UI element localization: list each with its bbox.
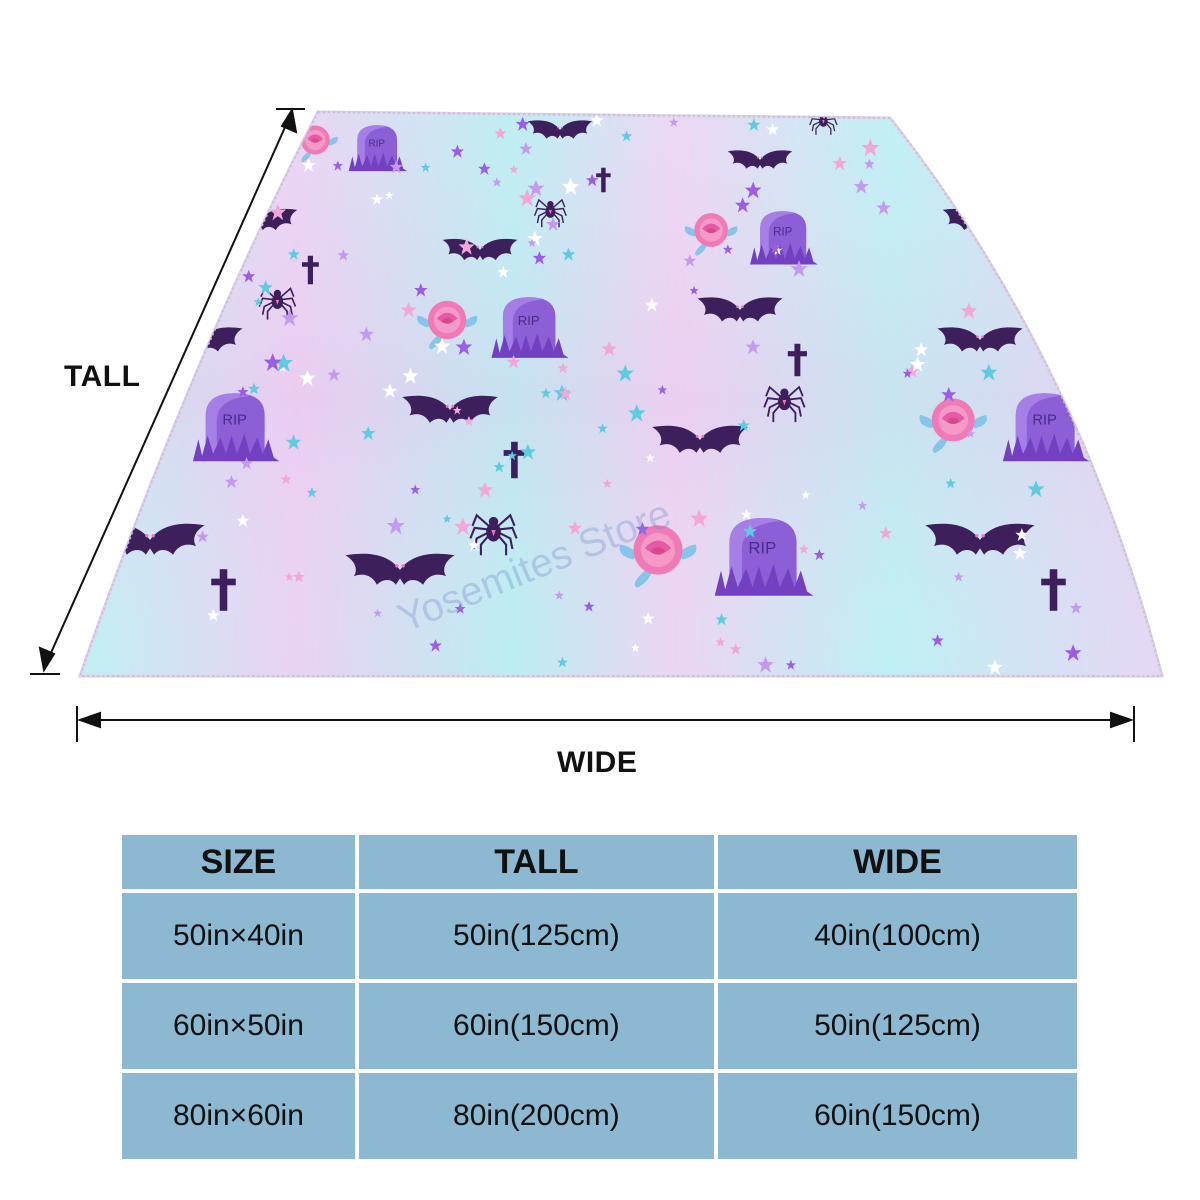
cell-wide: 40in(100cm) bbox=[717, 893, 1077, 979]
cell-size: 50in×40in bbox=[122, 893, 355, 979]
blanket bbox=[77, 110, 1164, 678]
table-row: 60in×50in 60in(150cm) 50in(125cm) bbox=[122, 983, 1077, 1069]
cell-size: 60in×50in bbox=[122, 983, 355, 1069]
rose-icon bbox=[952, 125, 998, 163]
wide-dimension-arrow bbox=[76, 706, 1135, 742]
cell-wide: 50in(125cm) bbox=[717, 983, 1077, 1069]
cell-tall: 50in(125cm) bbox=[358, 893, 714, 979]
header-size: SIZE bbox=[122, 835, 355, 889]
spider-icon bbox=[1038, 287, 1077, 321]
size-table: SIZE TALL WIDE 50in×40in 50in(125cm) 40i… bbox=[118, 831, 1081, 1163]
blanket-illustration: RIP bbox=[30, 107, 1164, 742]
header-tall: TALL bbox=[358, 835, 714, 889]
cell-wide: 60in(150cm) bbox=[717, 1073, 1077, 1159]
tall-label: TALL bbox=[64, 360, 141, 393]
tombstone-icon bbox=[1008, 125, 1067, 172]
wide-label: WIDE bbox=[557, 746, 638, 779]
cross-icon bbox=[1021, 255, 1039, 285]
table-row: 80in×60in 80in(200cm) 60in(150cm) bbox=[122, 1073, 1077, 1159]
cell-tall: 60in(150cm) bbox=[358, 983, 714, 1069]
cell-size: 80in×60in bbox=[122, 1073, 355, 1159]
table-header-row: SIZE TALL WIDE bbox=[122, 835, 1077, 889]
table-row: 50in×40in 50in(125cm) 40in(100cm) bbox=[122, 893, 1077, 979]
tall-dimension-arrow bbox=[30, 107, 305, 675]
header-wide: WIDE bbox=[717, 835, 1077, 889]
cell-tall: 80in(200cm) bbox=[358, 1073, 714, 1159]
